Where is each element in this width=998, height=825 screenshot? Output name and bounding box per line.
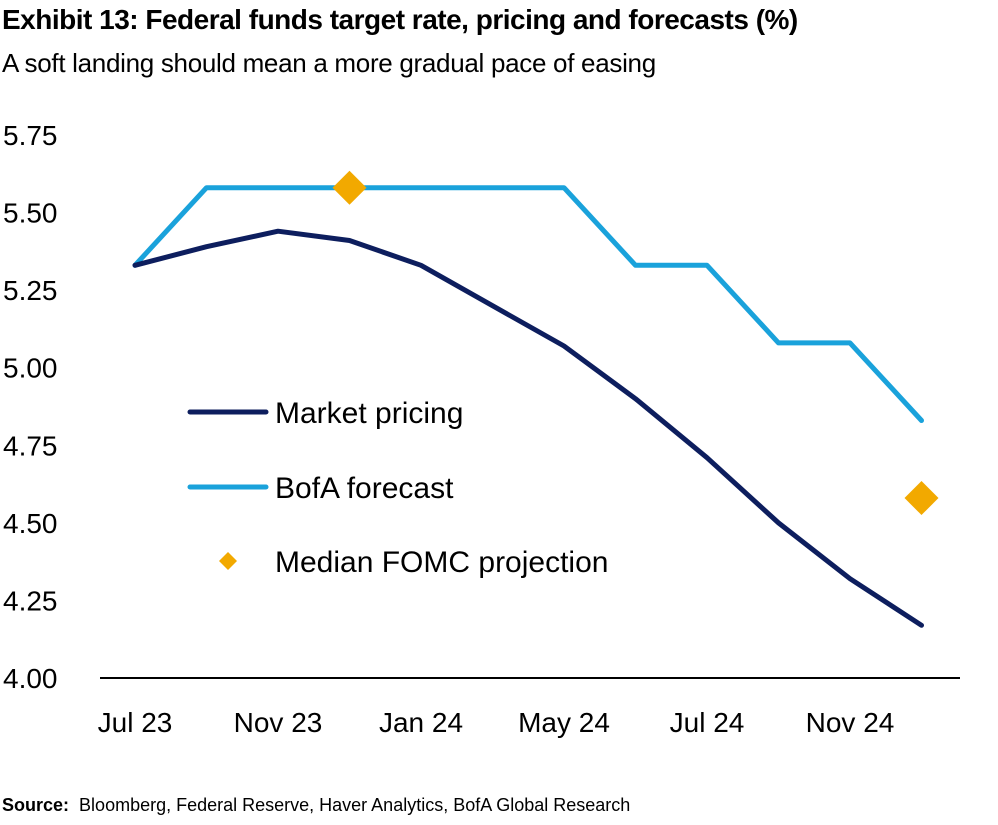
chart-title: Exhibit 13: Federal funds target rate, p… xyxy=(2,4,798,35)
y-tick-label: 5.00 xyxy=(3,353,58,384)
legend-label: Market pricing xyxy=(275,397,463,430)
fomc-marker xyxy=(332,170,367,205)
legend-swatch xyxy=(219,552,237,570)
y-tick-label: 4.25 xyxy=(3,585,58,616)
source-note: Source: Bloomberg, Federal Reserve, Have… xyxy=(2,795,630,816)
y-tick-label: 4.50 xyxy=(3,508,58,539)
y-tick-label: 5.25 xyxy=(3,275,58,306)
legend-label: Median FOMC projection xyxy=(275,546,608,579)
x-tick-label: Jul 23 xyxy=(98,707,173,738)
x-tick-label: Jan 24 xyxy=(379,707,463,738)
x-tick-label: Nov 23 xyxy=(234,707,323,738)
legend-label: BofA forecast xyxy=(275,472,454,505)
series-line-bofa-forecast xyxy=(132,185,924,423)
chart-area: 5.75 5.50 5.25 5.00 4.75 4.50 4.25 4.00 Jul 23 No… xyxy=(3,120,960,738)
y-tick-label: 4.75 xyxy=(3,430,58,461)
x-tick-label: Jul 24 xyxy=(670,707,745,738)
y-tick-label: 5.50 xyxy=(3,198,58,229)
y-tick-label: 4.00 xyxy=(3,663,58,694)
series-line-market-pricing xyxy=(132,228,924,628)
chart-subtitle: A soft landing should mean a more gradua… xyxy=(2,48,656,78)
fomc-marker xyxy=(904,481,939,516)
source-text: Bloomberg, Federal Reserve, Haver Analyt… xyxy=(79,795,631,815)
x-tick-label: May 24 xyxy=(518,707,610,738)
x-tick-label: Nov 24 xyxy=(806,707,895,738)
source-label: Source: xyxy=(2,795,70,815)
y-tick-label: 5.75 xyxy=(3,120,58,151)
